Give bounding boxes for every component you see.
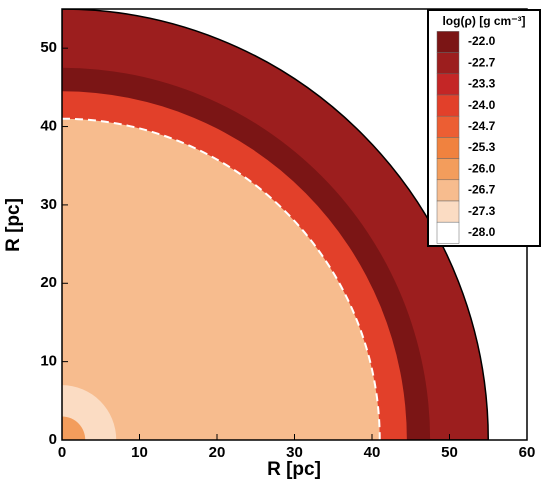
x-tick-label: 10 — [131, 444, 148, 461]
y-tick-label: 40 — [40, 118, 57, 135]
density-region — [62, 118, 380, 440]
colorbar-swatch — [436, 137, 460, 159]
x-tick-label: 0 — [58, 444, 66, 461]
colorbar-label: -26.0 — [468, 161, 496, 175]
x-tick-label: 20 — [209, 444, 226, 461]
x-axis-label: R [pc] — [267, 459, 321, 480]
colorbar-swatch — [436, 158, 460, 181]
y-tick-label: 10 — [40, 353, 57, 370]
colorbar-label: -26.7 — [468, 183, 496, 197]
y-tick-label: 50 — [40, 39, 57, 56]
colorbar-swatch — [436, 31, 460, 53]
colorbar-swatch — [436, 200, 460, 223]
density-region — [62, 416, 86, 440]
x-tick-label: 60 — [519, 444, 536, 461]
colorbar-swatch — [436, 221, 460, 244]
colorbar-swatch — [436, 73, 460, 96]
x-tick-label: 30 — [286, 444, 303, 461]
y-tick-label: 30 — [40, 196, 57, 213]
colorbar-label: -28.0 — [468, 225, 496, 239]
colorbar-label: -22.0 — [468, 34, 496, 48]
colorbar-label: -24.0 — [468, 98, 496, 112]
x-tick-label: 40 — [364, 444, 381, 461]
colorbar-label: -22.7 — [468, 55, 496, 69]
colorbar-swatch — [436, 94, 460, 117]
colorbar-title: log(ρ) [g cm⁻³] — [442, 14, 525, 28]
y-tick-label: 0 — [49, 431, 57, 448]
plot-regions — [62, 9, 490, 440]
colorbar-label: -27.3 — [468, 204, 496, 218]
dashed-contour — [62, 117, 381, 440]
colorbar-swatch — [436, 52, 460, 75]
colorbar-label: -23.3 — [468, 77, 496, 91]
colorbar-label: -24.7 — [468, 119, 496, 133]
x-tick-label: 50 — [441, 444, 458, 461]
y-axis-label: R [pc] — [3, 198, 24, 252]
colorbar-swatch — [436, 115, 460, 138]
colorbar-label: -25.3 — [468, 140, 496, 154]
colorbar-swatch — [436, 179, 460, 202]
y-tick-label: 20 — [40, 274, 57, 291]
